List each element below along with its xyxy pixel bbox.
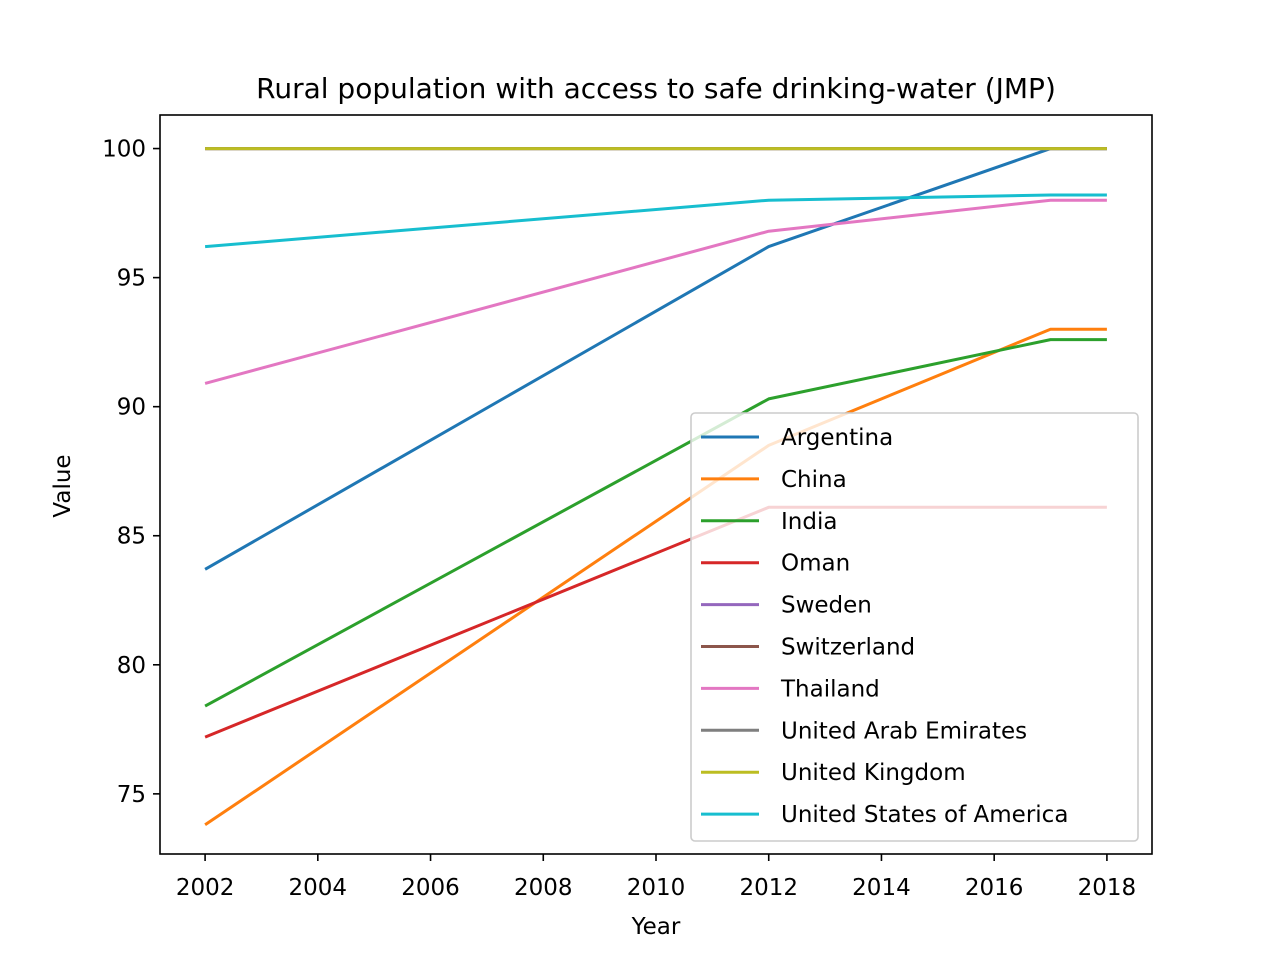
y-tick-label: 90 (117, 395, 146, 421)
x-tick-label: 2004 (289, 875, 348, 901)
x-axis-ticks: 2002 2004 2006 2008 2010 2012 2014 2016 2018 (176, 854, 1136, 901)
legend-label: Argentina (781, 425, 893, 451)
y-axis-ticks: 75 80 85 90 95 100 (102, 137, 160, 808)
series-lines (204, 147, 1107, 827)
legend-label: United Kingdom (781, 760, 966, 786)
series-line-thailand (204, 198, 1107, 385)
series-line-united-states-of-america (204, 193, 1107, 249)
legend-label: Sweden (781, 593, 872, 619)
legend-label: Thailand (780, 676, 880, 702)
x-tick-label: 2008 (514, 875, 573, 901)
x-tick-label: 2006 (401, 875, 460, 901)
y-tick-label: 85 (117, 524, 146, 550)
chart-title: Rural population with access to safe dri… (256, 72, 1056, 105)
legend: Argentina China India Oman Sweden Switzerland… (690, 412, 1139, 842)
legend-label: India (781, 509, 837, 535)
x-tick-label: 2018 (1078, 875, 1137, 901)
legend-box (690, 412, 1139, 842)
x-tick-label: 2010 (627, 875, 686, 901)
y-tick-label: 75 (117, 782, 146, 808)
y-tick-label: 80 (117, 653, 146, 679)
y-tick-label: 95 (117, 266, 146, 292)
legend-label: United Arab Emirates (781, 718, 1027, 744)
x-tick-label: 2014 (852, 875, 911, 901)
legend-label: Switzerland (781, 635, 915, 661)
axes-frame (159, 114, 1153, 855)
x-axis-label: Year (631, 914, 681, 940)
y-tick-label: 100 (102, 137, 146, 163)
legend-label: Oman (781, 551, 850, 577)
y-axis-label: Value (50, 454, 76, 517)
x-tick-label: 2016 (965, 875, 1024, 901)
series-line-india (204, 338, 1107, 708)
x-tick-label: 2012 (739, 875, 798, 901)
legend-label: China (781, 467, 847, 493)
x-tick-label: 2002 (176, 875, 235, 901)
legend-label: United States of America (781, 802, 1068, 828)
series-line-china (204, 327, 1107, 827)
